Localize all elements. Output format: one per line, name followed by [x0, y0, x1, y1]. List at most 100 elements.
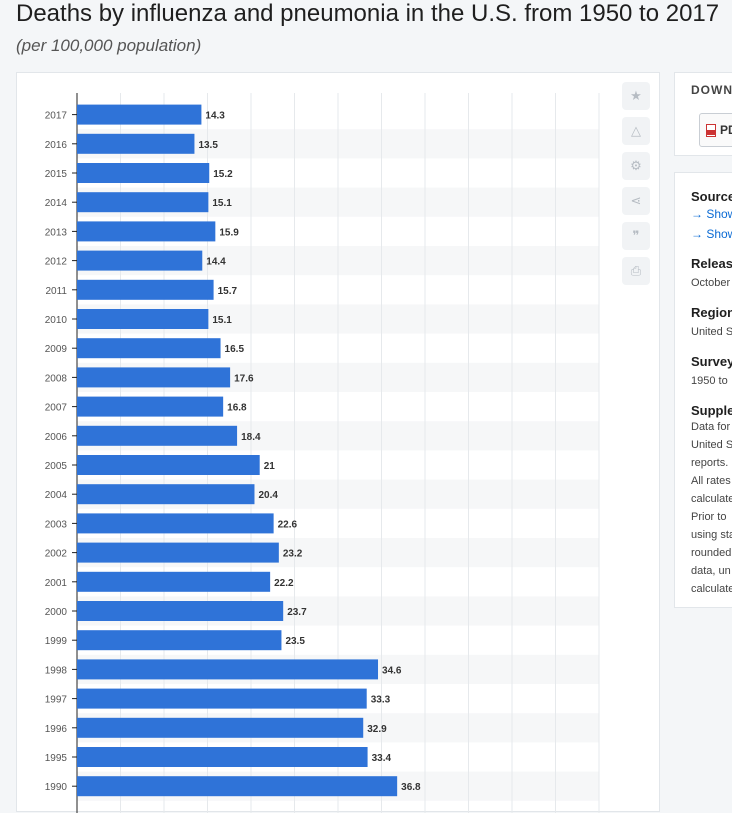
pdf-icon	[706, 123, 716, 137]
category-label: 2014	[45, 198, 68, 209]
gear-icon: ⚙	[630, 158, 642, 173]
bell-icon: △	[631, 123, 641, 138]
source-link[interactable]: → Show	[691, 207, 732, 221]
bar[interactable]	[77, 717, 364, 738]
bar[interactable]	[77, 279, 214, 300]
survey-heading: Survey	[691, 354, 732, 369]
supplementary-line: calculate	[691, 583, 732, 595]
share-icon: ⋖	[630, 193, 642, 208]
category-label: 2009	[45, 344, 68, 355]
category-label: 1999	[45, 636, 68, 647]
value-label: 36.8	[401, 782, 421, 793]
supplementary-line: data, un	[691, 565, 731, 577]
category-label: 2012	[45, 257, 68, 268]
bar[interactable]	[77, 601, 284, 621]
favorite-button[interactable]: ★	[622, 82, 650, 110]
bar[interactable]	[77, 338, 221, 359]
region-value: United S	[691, 326, 732, 338]
bar[interactable]	[77, 396, 224, 417]
value-label: 16.5	[225, 344, 245, 355]
bar[interactable]	[77, 425, 238, 446]
bar[interactable]	[77, 309, 209, 329]
category-label: 2017	[45, 111, 68, 122]
bar[interactable]	[77, 104, 202, 125]
supplementary-heading: Supple	[691, 403, 732, 418]
category-label: 2013	[45, 227, 68, 238]
value-label: 18.4	[241, 432, 261, 443]
category-label: 2001	[45, 578, 68, 589]
value-label: 22.2	[274, 578, 294, 589]
category-label: 2007	[45, 403, 68, 414]
chart-card: 2017 14.3 2016 13.5 2015 15.2 2014 15.1 2013 15.9…	[16, 72, 660, 813]
bar[interactable]	[77, 367, 231, 388]
bar[interactable]	[77, 192, 209, 213]
print-icon: ⎙	[630, 263, 642, 278]
download-pdf-button[interactable]: PD	[699, 113, 732, 147]
bar[interactable]	[77, 455, 260, 475]
bar[interactable]	[77, 776, 398, 797]
category-label: 1997	[45, 695, 68, 706]
bar[interactable]	[77, 542, 279, 563]
bar[interactable]	[77, 250, 203, 271]
source-heading: Source	[691, 189, 732, 204]
category-label: 2016	[45, 140, 68, 151]
value-label: 22.6	[278, 519, 298, 530]
quote-icon: ❞	[632, 228, 640, 243]
category-label: 2005	[45, 461, 68, 472]
supplementary-notes: Data for United S reports. All rates cal…	[691, 418, 732, 598]
share-button[interactable]: ⋖	[622, 187, 650, 215]
value-label: 17.6	[234, 373, 254, 384]
bar[interactable]	[77, 513, 274, 534]
value-label: 15.9	[219, 227, 239, 238]
bar[interactable]	[77, 747, 368, 767]
value-label: 20.4	[258, 490, 278, 501]
value-label: 15.1	[212, 315, 232, 326]
value-label: 21	[264, 461, 276, 472]
value-label: 33.3	[371, 695, 391, 706]
supplementary-line: reports.	[691, 457, 729, 469]
value-label: 33.4	[372, 753, 392, 764]
download-card: DOWNL PD	[674, 72, 732, 156]
category-label: 2002	[45, 549, 68, 560]
bar[interactable]	[77, 659, 379, 680]
value-label: 32.9	[367, 724, 387, 735]
category-label: 1996	[45, 724, 68, 735]
region-heading: Region	[691, 305, 732, 320]
bar[interactable]	[77, 163, 210, 183]
category-label: 2006	[45, 432, 68, 443]
bar[interactable]	[77, 133, 195, 154]
notification-button[interactable]: △	[622, 117, 650, 145]
category-label: 1998	[45, 665, 68, 676]
page-title: Deaths by influenza and pneumonia in the…	[16, 0, 720, 27]
value-label: 15.7	[218, 286, 238, 297]
value-label: 14.4	[206, 257, 226, 268]
value-label: 13.5	[198, 140, 218, 151]
value-label: 23.7	[287, 607, 307, 618]
source-link[interactable]: → Show	[691, 227, 732, 241]
cite-button[interactable]: ❞	[622, 222, 650, 250]
statistic-info-card: Source → Show → Show Release October Reg…	[674, 172, 732, 608]
category-label: 1990	[45, 782, 68, 793]
bar[interactable]	[77, 571, 271, 592]
supplementary-line: using sta	[691, 529, 732, 541]
category-label: 2004	[45, 490, 68, 501]
bar[interactable]	[77, 221, 216, 242]
supplementary-line: rounded	[691, 547, 732, 559]
bar[interactable]	[77, 484, 255, 505]
supplementary-line: calculate	[691, 493, 732, 505]
settings-button[interactable]: ⚙	[622, 152, 650, 180]
pdf-label: PD	[720, 123, 732, 137]
category-label: 2010	[45, 315, 68, 326]
category-label: 2011	[45, 286, 67, 297]
bar[interactable]	[77, 630, 282, 651]
print-button[interactable]: ⎙	[622, 257, 650, 285]
category-label: 2015	[45, 169, 68, 180]
category-label: 2003	[45, 519, 68, 530]
page-subtitle: (per 100,000 population)	[16, 36, 202, 55]
value-label: 23.5	[285, 636, 305, 647]
bar[interactable]	[77, 688, 367, 709]
release-heading: Release	[691, 256, 732, 271]
star-icon: ★	[630, 88, 642, 103]
value-label: 15.1	[212, 198, 232, 209]
supplementary-line: All rates	[691, 475, 731, 487]
